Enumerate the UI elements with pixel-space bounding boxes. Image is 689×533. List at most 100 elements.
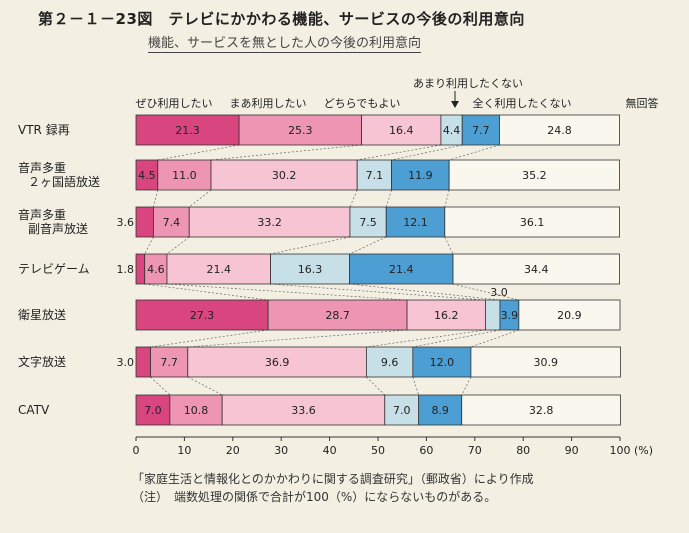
bar-value-label: 7.1	[366, 169, 384, 182]
bar-value-label: 7.4	[163, 216, 181, 229]
bar-value-label: 35.2	[522, 169, 547, 182]
legend-label: あまり利用したくない	[413, 77, 523, 90]
connector-line	[166, 236, 190, 255]
bar-segment	[470, 346, 621, 378]
x-tick-label: 40	[323, 444, 337, 457]
bar-segment	[391, 159, 450, 191]
category-label: 音声多重	[18, 160, 66, 175]
legend-label: 全く利用したくない	[473, 96, 572, 110]
connector-line	[144, 283, 269, 301]
bar-value-label: 7.0	[144, 404, 162, 417]
bar-segment	[461, 114, 500, 146]
connector-line	[153, 189, 159, 208]
connector-line	[349, 236, 387, 255]
bar-value-label: 27.3	[190, 309, 215, 322]
bar-value-label: 10.8	[184, 404, 209, 417]
legend-label: どちらでもよい	[324, 97, 401, 110]
x-unit-label: (%)	[634, 444, 653, 457]
bar-value-label: 36.1	[520, 216, 545, 229]
bar-segment	[150, 346, 189, 378]
connector-line	[150, 329, 269, 348]
bar-value-label: 4.5	[138, 169, 156, 182]
connector-line	[357, 144, 441, 161]
bar-value-label: 12.0	[430, 356, 455, 369]
bar-value-label: 21.4	[207, 263, 232, 276]
bar-value-label: 8.9	[431, 404, 449, 417]
bar-segment	[365, 346, 414, 378]
chart-subtitle: 機能、サービスを無とした人の今後の利用意向	[148, 32, 422, 53]
chart-title: 第２－１－23図 テレビにかかわる機能、サービスの今後の利用意向	[38, 10, 525, 28]
bar-segment	[448, 159, 620, 191]
bar-value-label: 3.0	[490, 286, 508, 299]
category-label: 衛星放送	[18, 307, 66, 322]
bar-value-label: 36.9	[265, 356, 290, 369]
bar-value-label: 30.9	[533, 356, 558, 369]
bar-segment	[210, 159, 358, 191]
connector-line	[412, 329, 501, 348]
bar-segment	[135, 253, 146, 285]
legend-arrow-head	[451, 101, 459, 108]
connector-line	[187, 376, 223, 396]
connector-line	[366, 329, 486, 348]
x-tick-label: 100	[610, 444, 631, 457]
bar-value-label: 3.6	[117, 216, 135, 229]
legend-label: まあ利用したい	[230, 97, 307, 110]
legend-label: ぜひ利用したい	[136, 97, 213, 110]
bar-value-label: 32.8	[529, 404, 554, 417]
connector-line	[444, 189, 450, 208]
bar-segment	[267, 299, 408, 331]
bar-segment	[187, 346, 367, 378]
bar-segment	[361, 114, 442, 146]
bar-segment	[221, 394, 386, 426]
bar-segment	[169, 394, 223, 426]
bar-value-label: 12.1	[403, 216, 428, 229]
x-tick-label: 30	[274, 444, 288, 457]
bar-segment	[406, 299, 486, 331]
x-tick-label: 70	[468, 444, 482, 457]
category-label: 副音声放送	[28, 221, 88, 236]
bar-value-label: 1.8	[117, 263, 135, 276]
bar-segment	[385, 206, 446, 238]
connector-line	[444, 236, 454, 255]
bar-segment	[518, 299, 621, 331]
bar-value-label: 7.0	[393, 404, 411, 417]
bar-value-label: 33.2	[257, 216, 282, 229]
bar-value-label: 4.6	[147, 263, 165, 276]
bar-segment	[452, 253, 620, 285]
bar-segment	[356, 159, 392, 191]
bar-value-label: 3.0	[117, 356, 135, 369]
legend-label: 無回答	[626, 96, 659, 110]
bar-segment	[135, 114, 240, 146]
connector-line	[270, 283, 486, 301]
bar-value-label: 21.4	[389, 263, 414, 276]
notes: 「家庭生活と情報化とのかかわりに関する調査研究」（郵政省）により作成 （注） 端…	[132, 470, 682, 506]
bar-value-label: 30.2	[272, 169, 297, 182]
x-tick-label: 20	[226, 444, 240, 457]
bar-value-label: 33.6	[291, 404, 316, 417]
x-tick-label: 60	[419, 444, 433, 457]
bar-value-label: 25.3	[288, 124, 313, 137]
bar-value-label: 4.4	[443, 124, 461, 137]
footnote: （注） 端数処理の関係で合計が100（%）にならないものがある。	[132, 490, 497, 504]
connector-line	[470, 329, 519, 348]
connector-line	[210, 144, 362, 161]
connector-line	[449, 144, 500, 161]
bar-segment	[157, 159, 212, 191]
bar-segment	[499, 114, 620, 146]
bar-value-label: 11.0	[172, 169, 197, 182]
category-label: CATV	[18, 403, 50, 417]
category-label: VTR 録再	[18, 122, 70, 137]
x-tick-label: 10	[177, 444, 191, 457]
x-tick-label: 80	[516, 444, 530, 457]
connector-line	[461, 376, 472, 396]
bar-value-label: 7.7	[472, 124, 490, 137]
category-label: ２ヶ国語放送	[28, 174, 100, 189]
bar-value-label: 20.9	[557, 309, 582, 322]
connector-line	[157, 144, 240, 161]
bar-segment	[135, 346, 151, 378]
bar-segment	[153, 206, 190, 238]
bar-segment	[188, 206, 351, 238]
connector-line	[144, 236, 154, 255]
connector-line	[189, 189, 212, 208]
